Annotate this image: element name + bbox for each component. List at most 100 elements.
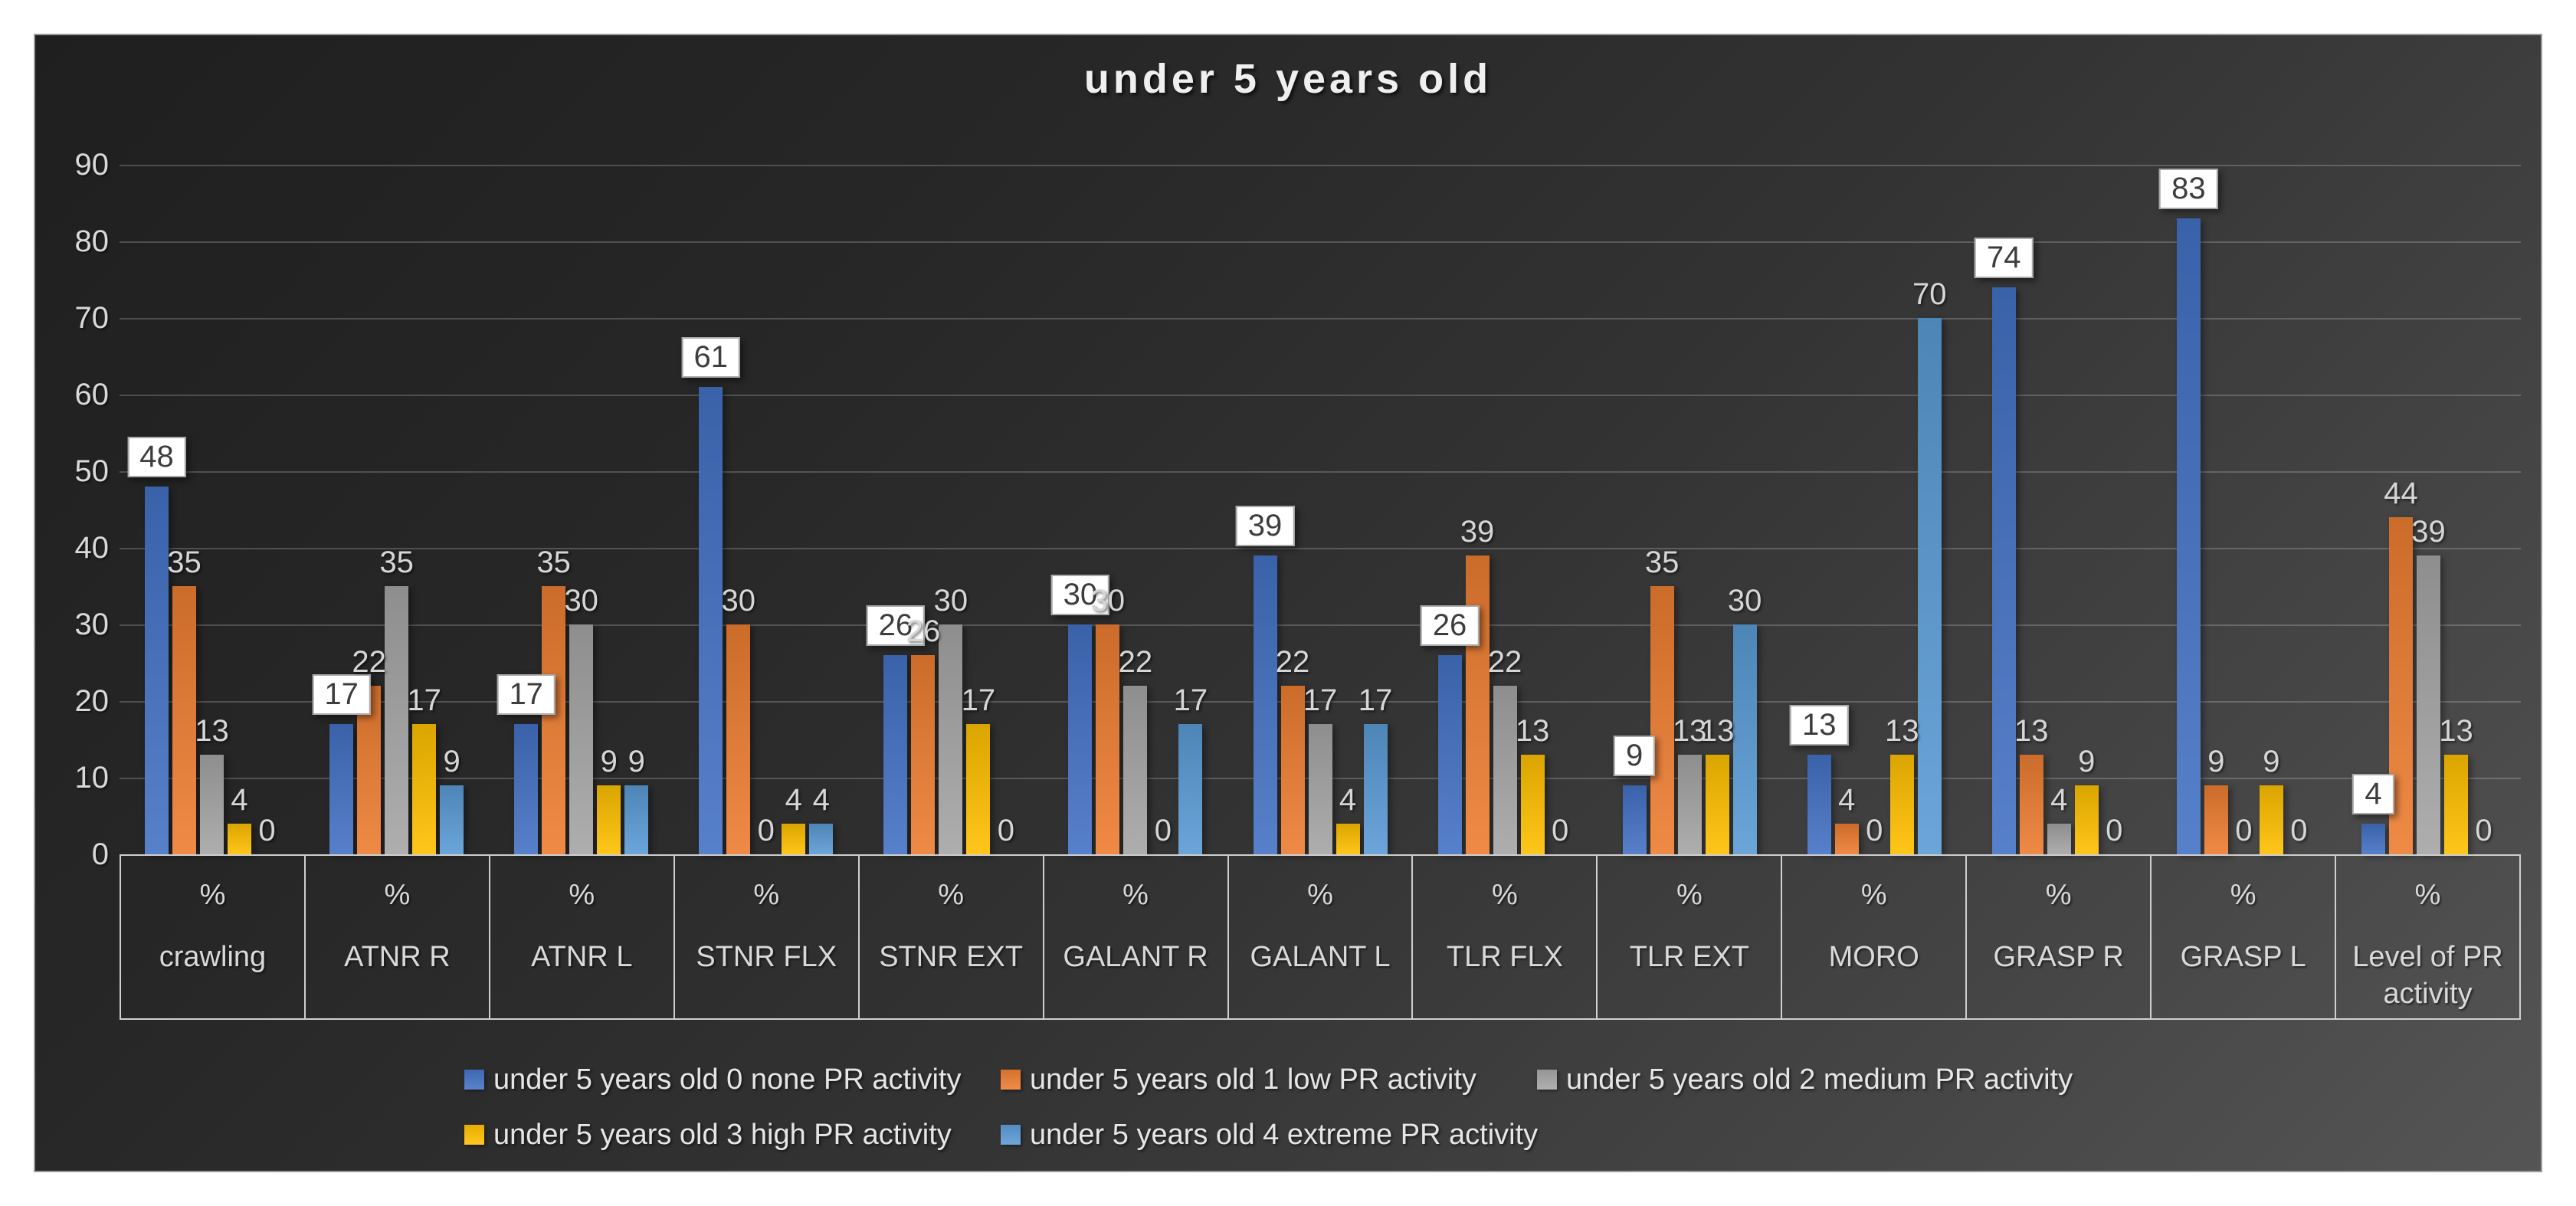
y-axis-label: 40 bbox=[74, 531, 110, 565]
bar-label: 30 bbox=[1090, 584, 1126, 618]
bar bbox=[1732, 624, 1757, 854]
category-name: MORO bbox=[1828, 941, 1919, 973]
bar-label: 17 bbox=[1303, 683, 1338, 717]
bar-label: 9 bbox=[2263, 745, 2280, 778]
bar bbox=[809, 824, 834, 854]
bar bbox=[1807, 755, 1831, 854]
bar-label: 0 bbox=[1154, 814, 1172, 847]
legend-label: under 5 years old 3 high PR activity bbox=[493, 1118, 952, 1151]
gridline bbox=[120, 318, 2521, 320]
bar bbox=[699, 387, 723, 854]
bar bbox=[1834, 824, 1859, 854]
bar-label: 0 bbox=[1866, 814, 1883, 847]
bar bbox=[440, 785, 464, 854]
bar-label: 35 bbox=[536, 546, 571, 579]
category-percent-label: % bbox=[384, 879, 411, 911]
bar-label: 22 bbox=[1118, 645, 1153, 679]
bar-label: 17 bbox=[407, 683, 441, 717]
bar-label: 4 bbox=[231, 783, 248, 817]
bar-label: 0 bbox=[997, 814, 1014, 847]
bar bbox=[911, 655, 936, 854]
category-cell: % GALANT R bbox=[1042, 856, 1227, 1018]
gridline bbox=[120, 548, 2521, 549]
bar-label: 13 bbox=[2439, 714, 2473, 748]
bar bbox=[939, 624, 963, 854]
legend-label: under 5 years old 2 medium PR activity bbox=[1566, 1063, 2073, 1096]
category-percent-label: % bbox=[2414, 879, 2441, 911]
bar bbox=[542, 586, 566, 854]
legend-swatch-icon bbox=[1001, 1125, 1021, 1145]
bar-label: 30 bbox=[721, 584, 756, 618]
bar-label: 35 bbox=[379, 546, 414, 579]
legend-item: under 5 years old 3 high PR activity bbox=[464, 1113, 1001, 1156]
legend-item: under 5 years old 2 medium PR activity bbox=[1537, 1058, 2073, 1101]
category-name: STNR EXT bbox=[879, 941, 1024, 973]
bar-label-boxed: 17 bbox=[497, 674, 556, 715]
bar bbox=[1650, 586, 1674, 854]
bar bbox=[2259, 785, 2283, 854]
bar bbox=[726, 624, 751, 854]
bar bbox=[1705, 755, 1729, 854]
bar bbox=[2361, 824, 2385, 854]
bar bbox=[597, 785, 621, 854]
bar-label: 13 bbox=[195, 714, 229, 748]
bar-label: 0 bbox=[757, 814, 775, 847]
category-percent-label: % bbox=[938, 879, 965, 911]
category-percent-label: % bbox=[1860, 879, 1887, 911]
legend-label: under 5 years old 4 extreme PR activity bbox=[1030, 1118, 1539, 1151]
gridline bbox=[120, 241, 2521, 243]
bar-label: 0 bbox=[2235, 814, 2253, 847]
bar bbox=[1493, 686, 1517, 854]
category-name: TLR EXT bbox=[1629, 941, 1749, 973]
y-axis-label: 70 bbox=[74, 301, 110, 335]
category-name: crawling bbox=[159, 941, 267, 973]
bar bbox=[514, 724, 539, 854]
gridline bbox=[120, 395, 2521, 396]
bar-label: 70 bbox=[1912, 277, 1947, 311]
bar-label-boxed: 17 bbox=[312, 674, 371, 715]
legend-item: under 5 years old 4 extreme PR activity bbox=[1001, 1113, 1538, 1156]
bar bbox=[782, 824, 806, 854]
category-cell: % STNR FLX bbox=[673, 856, 858, 1018]
chart-title: under 5 years old bbox=[1083, 56, 1493, 102]
bar bbox=[1437, 655, 1462, 854]
bar bbox=[1917, 318, 1942, 854]
bar bbox=[200, 755, 224, 854]
legend-swatch-icon bbox=[464, 1125, 484, 1145]
bar-label: 17 bbox=[961, 683, 996, 717]
bar bbox=[1308, 724, 1332, 854]
bar bbox=[228, 824, 252, 854]
bar-label: 4 bbox=[812, 783, 830, 817]
y-axis-label: 20 bbox=[74, 684, 110, 718]
category-name: ATNR R bbox=[344, 941, 451, 973]
bar bbox=[2074, 785, 2099, 854]
bar-label-boxed: 13 bbox=[1789, 705, 1849, 746]
bar-label: 22 bbox=[352, 645, 386, 679]
y-axis-label: 60 bbox=[74, 378, 110, 411]
category-percent-label: % bbox=[2230, 879, 2256, 911]
bar-label: 0 bbox=[2475, 814, 2492, 847]
category-cell: % ATNR R bbox=[303, 856, 489, 1018]
chart-frame: under 5 years old 0 10 20 30 40 50 60 70 80 90 48… bbox=[34, 34, 2542, 1172]
bar-label: 17 bbox=[1173, 683, 1208, 717]
category-percent-label: % bbox=[1492, 879, 1518, 911]
gridline bbox=[120, 471, 2521, 473]
bar-label: 22 bbox=[1487, 645, 1522, 679]
category-percent-label: % bbox=[569, 879, 595, 911]
bar bbox=[1889, 755, 1914, 854]
legend-row: under 5 years old 0 none PR activity unde… bbox=[464, 1058, 2227, 1101]
bar-label: 44 bbox=[2384, 477, 2418, 510]
legend-swatch-icon bbox=[1001, 1070, 1021, 1090]
bar-label: 26 bbox=[906, 614, 941, 648]
bar bbox=[412, 724, 437, 854]
bar bbox=[1096, 624, 1120, 854]
bar-label-boxed: 30 bbox=[1050, 575, 1110, 615]
bar-label-boxed: 26 bbox=[866, 605, 926, 646]
bar bbox=[1280, 686, 1305, 854]
bar-label: 17 bbox=[1358, 683, 1393, 717]
category-name: GALANT L bbox=[1250, 941, 1391, 973]
bar-label: 9 bbox=[600, 745, 618, 778]
category-cell: % MORO bbox=[1781, 856, 1965, 1018]
category-name: STNR FLX bbox=[696, 941, 837, 973]
bar-label-boxed: 61 bbox=[681, 337, 741, 378]
